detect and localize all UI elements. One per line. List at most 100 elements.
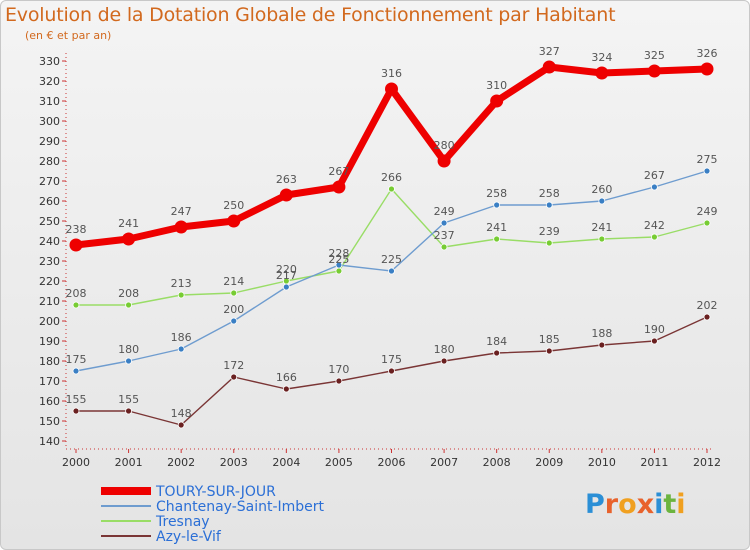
logo-letter: t [663,489,677,520]
data-label: 175 [66,353,87,366]
data-point [72,367,80,375]
y-tick-label: 200 [39,315,60,328]
data-label: 327 [539,45,560,58]
data-point [174,220,188,234]
data-label: 241 [591,221,612,234]
data-label: 225 [328,253,349,266]
y-tick-label: 230 [39,255,60,268]
y-tick-label: 210 [39,295,60,308]
chart-subtitle: (en € et par an) [25,29,112,42]
legend-label: Azy-le-Vif [156,529,222,545]
data-point [332,180,346,194]
data-label: 184 [486,335,507,348]
x-tick-label: 2008 [483,456,511,469]
data-label: 241 [486,221,507,234]
logo-letter: i [676,489,686,520]
data-label: 280 [434,139,455,152]
series-points [69,60,714,429]
data-label: 258 [486,187,507,200]
y-tick-label: 280 [39,155,60,168]
data-label: 258 [539,187,560,200]
data-label: 188 [591,327,612,340]
data-point [651,233,658,241]
y-tick-label: 170 [39,375,60,388]
data-point [595,66,609,80]
data-point [700,62,714,76]
data-label: 260 [591,183,612,196]
y-tick-label: 300 [39,115,60,128]
data-label: 250 [223,199,244,212]
data-label: 247 [171,205,192,218]
data-point [703,313,711,321]
data-label: 249 [697,205,718,218]
data-label: 202 [697,299,718,312]
data-label: 238 [66,223,87,236]
data-label: 267 [644,169,665,182]
data-label: 310 [486,79,507,92]
data-label: 241 [118,217,139,230]
series-labels: 155 155 148 172 166 170 175 180 184 185 188 190 202 2… [66,45,718,420]
data-point [493,235,501,243]
data-label: 326 [697,47,718,60]
x-tick-label: 2006 [378,456,406,469]
data-label: 208 [118,287,139,300]
data-label: 239 [539,225,560,238]
axes: 140 150 160 170 180 190 200 210 220 230 240 250 260 2… [39,53,721,469]
data-point [493,349,501,357]
data-point [177,291,185,299]
data-point [388,267,395,275]
data-point [440,219,448,227]
data-point [125,407,132,415]
y-tick-label: 310 [39,95,60,108]
data-point [230,289,238,297]
chart-title: Evolution de la Dotation Globale de Fonc… [5,4,616,26]
proxiti-logo: Proxiti [585,489,686,520]
data-point [279,188,293,202]
data-label: 190 [644,323,665,336]
y-tick-label: 320 [39,75,60,88]
data-point [385,82,398,96]
logo-letter: x [636,489,655,520]
data-point [227,214,241,228]
legend-label: Chantenay-Saint-Imbert [156,499,325,515]
data-label: 324 [591,51,612,64]
data-label: 214 [223,275,244,288]
data-label: 213 [171,277,192,290]
data-point [125,357,132,365]
logo-letter: r [604,489,619,520]
data-point [440,243,448,251]
x-tick-label: 2005 [325,456,353,469]
data-point [545,239,553,247]
logo-letter: o [618,489,637,520]
y-tick-label: 250 [39,215,60,228]
x-tick-label: 2010 [588,456,616,469]
logo-letter: i [654,489,664,520]
data-point [177,345,185,353]
data-point [490,94,504,108]
data-label: 263 [276,173,297,186]
y-tick-label: 160 [39,395,60,408]
data-point [122,232,136,246]
legend: TOURY-SUR-JOURChantenay-Saint-ImbertTres… [101,484,325,545]
data-label: 316 [381,67,402,80]
data-point [545,347,553,355]
x-tick-label: 2011 [640,456,668,469]
data-point [125,301,132,309]
data-label: 266 [381,171,402,184]
data-point [703,219,711,227]
data-label: 185 [539,333,560,346]
data-point [335,377,343,385]
y-tick-label: 180 [39,355,60,368]
legend-label: TOURY-SUR-JOUR [155,484,276,500]
data-label: 155 [66,393,87,406]
data-point [651,337,658,345]
data-label: 228 [328,247,349,260]
data-label: 155 [118,393,139,406]
data-label: 208 [66,287,87,300]
data-point [545,201,553,209]
data-point [493,201,501,209]
y-tick-label: 150 [39,415,60,428]
data-point [440,357,448,365]
data-point [598,341,606,349]
